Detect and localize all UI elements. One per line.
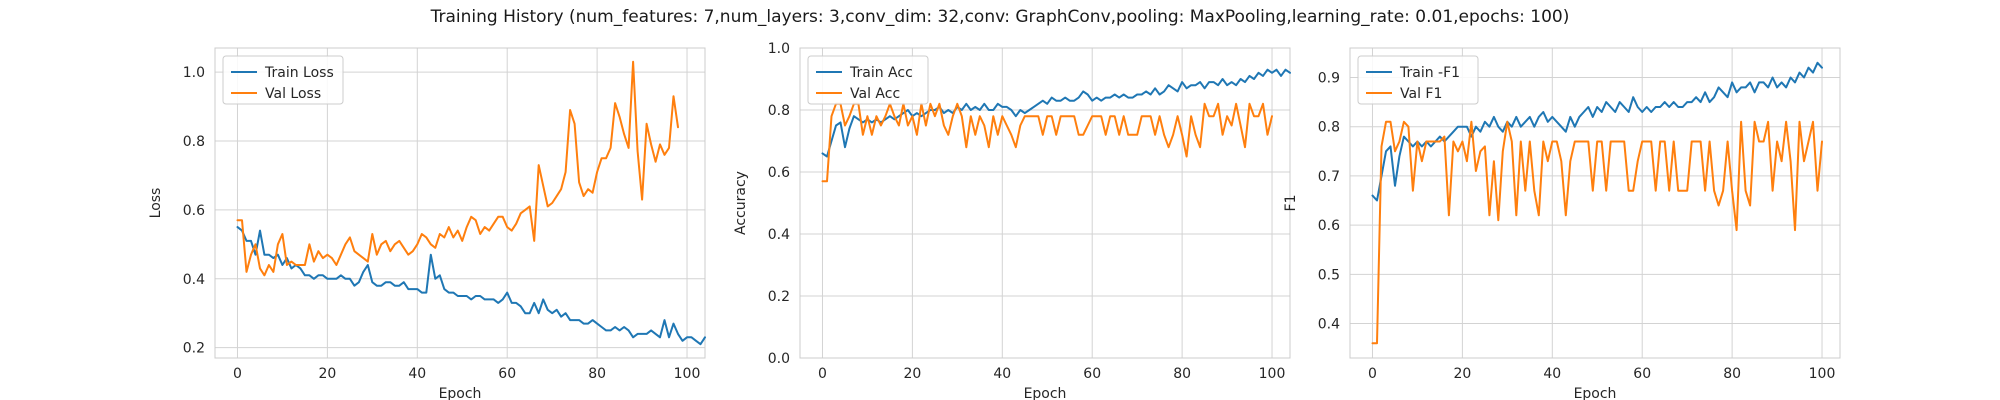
y-tick-label: 0.0: [768, 351, 790, 367]
y-tick-label: 0.6: [1318, 218, 1340, 234]
x-tick-label: 0: [818, 366, 827, 382]
x-tick-label: 80: [1723, 366, 1741, 382]
x-tick-label: 60: [1083, 366, 1101, 382]
legend-entry: Train Acc: [849, 65, 913, 81]
x-tick-label: 40: [1543, 366, 1561, 382]
legend: Train -F1 Val F1: [1357, 55, 1479, 105]
legend-entry: Val Acc: [850, 86, 900, 102]
series-line-val: [821, 102, 1273, 183]
y-tick-label: 0.4: [768, 227, 790, 243]
legend-entry: Val F1: [1400, 86, 1442, 102]
legend-entry: Train Loss: [264, 65, 334, 81]
x-tick-label: 80: [1173, 366, 1191, 382]
y-axis-label: Accuracy: [733, 171, 749, 235]
series-line-train: [1371, 61, 1823, 202]
x-tick-label: 0: [233, 366, 242, 382]
plot-frame: [214, 47, 706, 359]
series-line-val: [1371, 120, 1823, 345]
y-tick-label: 0.8: [1318, 120, 1340, 136]
y-tick-label: 0.4: [1318, 317, 1340, 333]
x-tick-label: 100: [1809, 366, 1836, 382]
series-line-val: [236, 60, 679, 277]
legend-entry: Val Loss: [265, 86, 321, 102]
y-axis-label: F1: [1283, 195, 1299, 212]
x-tick-label: 80: [588, 366, 606, 382]
y-tick-label: 0.2: [768, 289, 790, 305]
x-tick-label: 100: [1259, 366, 1286, 382]
y-tick-label: 0.2: [183, 341, 205, 357]
x-tick-label: 60: [498, 366, 516, 382]
y-tick-label: 0.7: [1318, 169, 1340, 185]
y-tick-label: 1.0: [768, 41, 790, 57]
subplot-2: 0.0 0.2 0.4 0.6 0.8 1.0 0 20 40 60 80 100 Epoch Accur…: [733, 41, 1291, 400]
y-tick-label: 0.4: [183, 272, 205, 288]
subplot-1: 0.2 0.4 0.6 0.8 1.0 0 20 40 60 80 100 Epoch Loss Trai…: [148, 47, 706, 400]
y-tick-label: 0.8: [768, 103, 790, 119]
y-tick-label: 1.0: [183, 65, 205, 81]
figure-title: Training History (num_features: 7,num_la…: [430, 7, 1570, 27]
x-tick-label: 20: [318, 366, 336, 382]
y-tick-label: 0.6: [768, 165, 790, 181]
subplot-3: 0.4 0.5 0.6 0.7 0.8 0.9 0 20 40 60 80 100 Epoch F1 Tra…: [1283, 47, 1841, 400]
y-tick-label: 0.9: [1318, 71, 1340, 87]
x-tick-label: 100: [674, 366, 701, 382]
subplots: 0.2 0.4 0.6 0.8 1.0 0 20 40 60 80 100 Epoch Loss Trai…: [148, 41, 1841, 400]
x-axis-label: Epoch: [439, 386, 482, 400]
x-tick-label: 40: [993, 366, 1011, 382]
x-axis-label: Epoch: [1574, 386, 1617, 400]
legend: Train Acc Val Acc: [807, 55, 929, 105]
y-tick-label: 0.8: [183, 134, 205, 150]
series-line-train: [236, 226, 706, 346]
x-tick-label: 20: [1453, 366, 1471, 382]
legend-entry: Train -F1: [1399, 65, 1460, 81]
x-tick-label: 60: [1633, 366, 1651, 382]
plot-frame: [1349, 47, 1841, 359]
y-axis-label: Loss: [148, 188, 164, 219]
y-tick-label: 0.6: [183, 203, 205, 219]
legend: Train Loss Val Loss: [222, 55, 344, 105]
plot-frame: [799, 47, 1291, 359]
x-tick-label: 20: [903, 366, 921, 382]
x-tick-label: 0: [1368, 366, 1377, 382]
x-tick-label: 40: [408, 366, 426, 382]
x-axis-label: Epoch: [1024, 386, 1067, 400]
y-tick-label: 0.5: [1318, 267, 1340, 283]
